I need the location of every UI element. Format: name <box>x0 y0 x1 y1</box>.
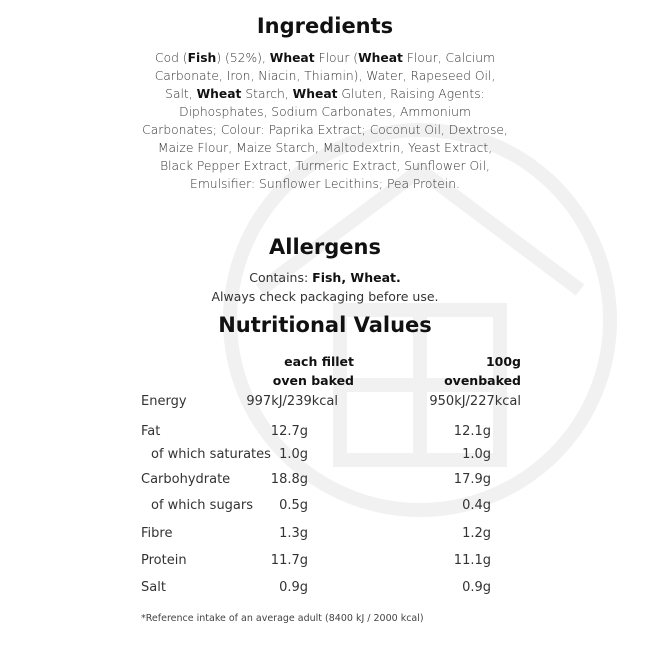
footnote: *Reference intake of an average adult (8… <box>141 613 424 624</box>
allergens-title: Allergens <box>269 235 381 259</box>
nutrient-label: Salt <box>141 580 166 595</box>
nutrient-label: of which sugars <box>151 498 254 513</box>
nutrition-row: Salt 0.9g 0.9g <box>141 580 521 600</box>
ingredient-text: ) (52%), <box>216 51 270 65</box>
col2-header-line: ovenbaked <box>444 373 521 388</box>
col1-header: each fillet oven baked <box>273 352 354 390</box>
value-per-fillet: 0.9g <box>279 580 308 595</box>
value-per-100g: 1.0g <box>462 447 491 462</box>
value-per-fillet: 0.5g <box>279 498 308 513</box>
contains-label: Contains: <box>249 270 313 285</box>
watermark-logo-icon <box>223 123 617 517</box>
value-per-fillet: 12.7g <box>270 424 308 439</box>
allergen-highlight: Wheat <box>196 87 242 101</box>
nutrition-row: Fibre 1.3g 1.2g <box>141 526 521 546</box>
value-per-fillet: 1.0g <box>279 447 308 462</box>
nutrition-row: Fat 12.7g 12.1g <box>141 424 521 444</box>
value-per-100g: 0.4g <box>462 498 491 513</box>
ingredients-title: Ingredients <box>256 14 394 38</box>
nutrient-label: Fat <box>141 424 161 439</box>
nutrient-label: Fibre <box>141 526 173 541</box>
contains-value: Fish, Wheat. <box>312 270 401 285</box>
col1-header-line: each fillet <box>284 354 354 369</box>
allergen-highlight: Wheat <box>358 51 403 65</box>
nutrition-title: Nutritional Values <box>218 313 432 337</box>
allergen-highlight: Wheat <box>269 51 315 65</box>
nutrient-label: Protein <box>141 553 187 568</box>
value-per-100g: 1.2g <box>462 526 491 541</box>
allergens-note: Always check packaging before use. <box>211 289 439 304</box>
col2-header-line: 100g <box>485 354 521 369</box>
nutrition-row: Carbohydrate 18.8g 17.9g <box>141 472 521 492</box>
ingredient-text: Flour, Calcium Carbonate, Iron, Niacin, … <box>154 51 496 101</box>
nutrient-label: of which saturates <box>151 447 271 462</box>
nutrient-label: Energy <box>141 394 187 409</box>
value-per-100g: 12.1g <box>453 424 491 439</box>
value-per-100g: 950kJ/227kcal <box>429 394 521 409</box>
ingredients-text: Cod (Fish) (52%), Wheat Flour (Wheat Flo… <box>140 49 510 193</box>
nutrient-label: Carbohydrate <box>141 472 231 487</box>
nutrition-row: of which sugars 0.5g 0.4g <box>141 498 521 518</box>
value-per-fillet: 18.8g <box>270 472 308 487</box>
value-per-fillet: 11.7g <box>270 553 308 568</box>
allergen-highlight: Wheat <box>292 87 338 101</box>
col1-header-line: oven baked <box>272 373 354 388</box>
ingredient-text: Gluten, Raising Agents: Diphosphates, So… <box>142 87 508 191</box>
nutrition-row: of which saturates 1.0g 1.0g <box>141 447 521 467</box>
allergen-highlight: Fish <box>187 51 217 65</box>
ingredient-text: Cod ( <box>154 51 188 65</box>
nutrition-row: Protein 11.7g 11.1g <box>141 553 521 573</box>
value-per-fillet: 1.3g <box>279 526 308 541</box>
allergens-contains: Contains: Fish, Wheat. <box>0 270 650 285</box>
ingredient-text: Flour ( <box>314 51 359 65</box>
col2-header: 100g ovenbaked <box>444 352 521 390</box>
nutrition-row: Energy 997kJ/239kcal 950kJ/227kcal <box>141 394 521 414</box>
value-per-fillet: 997kJ/239kcal <box>246 394 338 409</box>
value-per-100g: 17.9g <box>453 472 491 487</box>
value-per-100g: 11.1g <box>453 553 491 568</box>
ingredient-text: Starch, <box>241 87 293 101</box>
value-per-100g: 0.9g <box>462 580 491 595</box>
